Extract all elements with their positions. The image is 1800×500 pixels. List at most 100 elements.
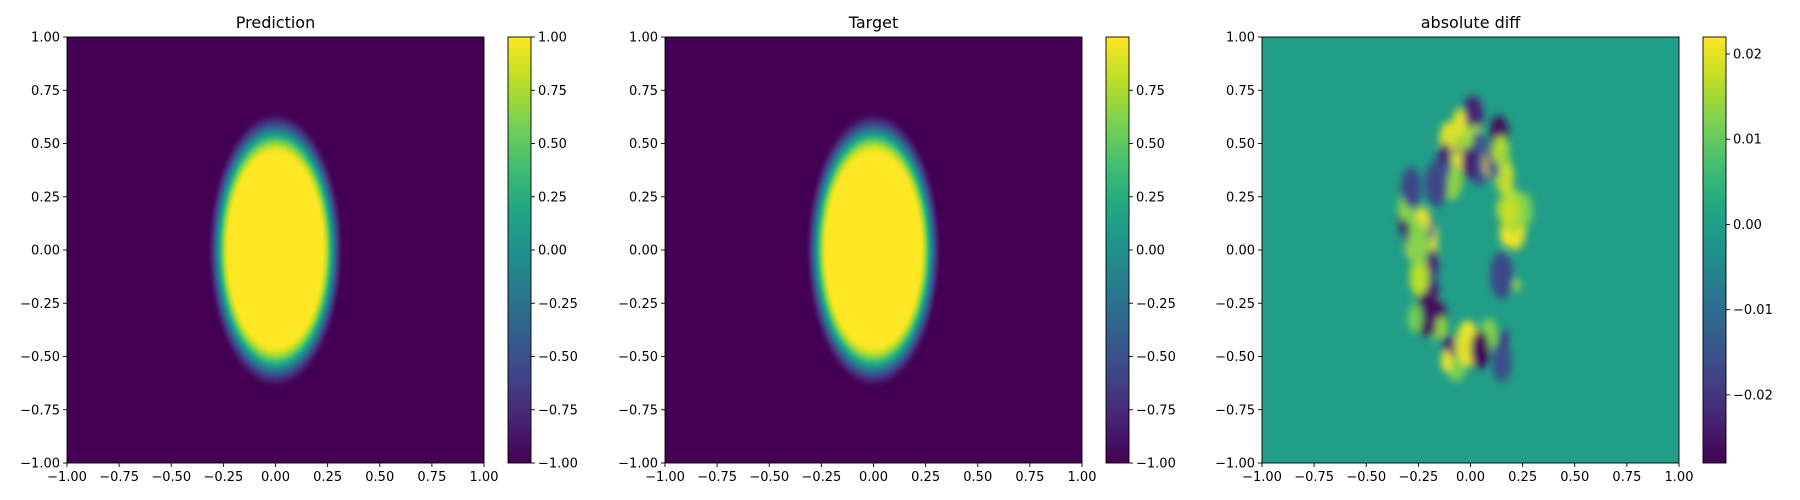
colorbar-tick-label: 0.75 <box>538 84 567 99</box>
colorbar-tick-label: 0.00 <box>1136 244 1165 259</box>
x-tick-label: −1.00 <box>47 470 87 485</box>
y-tick-label: 0.00 <box>629 244 658 259</box>
residual-feature <box>1499 329 1509 348</box>
x-tick-label: 0.00 <box>1456 470 1485 485</box>
colorbar <box>507 36 532 464</box>
field-contour <box>228 154 323 346</box>
y-tick-label: −1.00 <box>20 457 60 472</box>
y-tick-label: 1.00 <box>31 31 60 46</box>
panel-3: absolute diff −1.00 −0.75 −0.50 −0.25 0.00 0.2… <box>1215 13 1773 485</box>
panel-title: Target <box>848 13 899 32</box>
y-tick-label: −0.50 <box>20 350 60 365</box>
colorbar-tick-label: −0.50 <box>1136 350 1176 365</box>
colorbar-tick-label: 0.00 <box>1733 218 1762 233</box>
colorbar-tick-label: −1.00 <box>1136 457 1176 472</box>
y-tick-label: −0.75 <box>618 403 658 418</box>
colorbar-tick-label: −0.75 <box>538 403 578 418</box>
x-tick-label: 0.25 <box>313 470 342 485</box>
y-tick-label: −0.25 <box>20 297 60 312</box>
x-tick-label: −0.50 <box>1346 470 1386 485</box>
colorbar-tick-label: 0.00 <box>538 244 567 259</box>
y-tick-label: −0.25 <box>618 297 658 312</box>
x-tick-label: 0.75 <box>417 470 446 485</box>
colorbar-tick-label: −0.25 <box>538 297 578 312</box>
x-tick-label: 0.75 <box>1612 470 1641 485</box>
x-tick-label: −1.00 <box>1242 470 1282 485</box>
x-tick-label: 0.50 <box>365 470 394 485</box>
x-tick-label: −0.25 <box>801 470 841 485</box>
x-tick-label: 1.00 <box>1068 470 1097 485</box>
residual-feature <box>1435 316 1447 339</box>
panel-2: Target −1.00 −0.75 −0.50 −0.25 0.00 0.25 0.50 0.… <box>618 13 1176 485</box>
residual-feature <box>1472 131 1486 159</box>
colorbar-tick-label: 0.02 <box>1733 48 1762 63</box>
y-tick-label: 0.25 <box>629 190 658 205</box>
residual-feature <box>1461 146 1478 180</box>
residual-feature <box>1490 161 1500 179</box>
panel-title: absolute diff <box>1421 13 1521 32</box>
residual-feature <box>1455 328 1472 362</box>
heatmap-image <box>67 37 484 463</box>
y-tick-label: 0.00 <box>31 244 60 259</box>
y-tick-label: −1.00 <box>1215 457 1255 472</box>
residual-feature <box>1439 142 1452 167</box>
x-tick-label: 0.25 <box>911 470 940 485</box>
colorbar-tick-label: −1.00 <box>538 457 578 472</box>
residual-feature <box>1452 108 1467 137</box>
residual-feature <box>1401 167 1422 209</box>
colorbar-tick-label: −0.02 <box>1733 388 1773 403</box>
residual-feature <box>1491 341 1512 382</box>
x-tick-label: 0.25 <box>1508 470 1537 485</box>
y-tick-label: 0.50 <box>629 137 658 152</box>
residual-feature <box>1490 251 1514 300</box>
x-tick-label: 1.00 <box>470 470 499 485</box>
x-tick-label: −0.25 <box>1398 470 1438 485</box>
x-tick-label: 0.00 <box>859 470 888 485</box>
y-tick-label: 0.75 <box>629 84 658 99</box>
colorbar-tick-label: 0.25 <box>1136 190 1165 205</box>
residual-feature <box>1513 277 1521 293</box>
y-tick-label: 0.00 <box>1226 244 1255 259</box>
y-tick-label: −0.75 <box>20 403 60 418</box>
y-tick-label: −0.75 <box>1215 403 1255 418</box>
x-tick-label: 0.00 <box>261 470 290 485</box>
colorbar-tick-label: −0.75 <box>1136 403 1176 418</box>
colorbar-tick-label: 0.01 <box>1733 133 1762 148</box>
y-tick-label: 0.50 <box>1226 137 1255 152</box>
y-tick-label: −0.25 <box>1215 297 1255 312</box>
x-tick-label: −0.75 <box>99 470 139 485</box>
y-tick-label: 0.50 <box>31 137 60 152</box>
y-tick-label: 0.25 <box>1226 190 1255 205</box>
x-tick-label: −0.75 <box>697 470 737 485</box>
colorbar-tick-label: −0.01 <box>1733 303 1773 318</box>
y-tick-label: 1.00 <box>629 31 658 46</box>
y-tick-label: 0.25 <box>31 190 60 205</box>
colorbar-tick-label: −0.50 <box>538 350 578 365</box>
x-tick-label: −0.50 <box>151 470 191 485</box>
y-tick-label: 0.75 <box>31 84 60 99</box>
panel-title: Prediction <box>236 13 315 32</box>
colorbar-tick-label: 0.50 <box>538 137 567 152</box>
residual-feature <box>1499 149 1507 164</box>
x-tick-label: −0.25 <box>203 470 243 485</box>
residual-feature <box>1409 257 1429 297</box>
y-tick-label: −0.50 <box>618 350 658 365</box>
colorbar-tick-label: 0.25 <box>538 190 567 205</box>
x-tick-label: −0.75 <box>1294 470 1334 485</box>
x-tick-label: 0.50 <box>963 470 992 485</box>
colorbar-tick-label: −0.25 <box>1136 297 1176 312</box>
x-tick-label: −1.00 <box>645 470 685 485</box>
residual-feature <box>1501 196 1518 228</box>
x-tick-label: 0.50 <box>1560 470 1589 485</box>
x-tick-label: 1.00 <box>1665 470 1694 485</box>
colorbar-tick-label: 1.00 <box>538 31 567 46</box>
heatmap-image <box>1262 37 1679 463</box>
x-tick-label: −0.50 <box>749 470 789 485</box>
residual-feature <box>1470 330 1490 369</box>
residual-feature <box>1407 303 1423 334</box>
x-tick-label: 0.75 <box>1015 470 1044 485</box>
residual-feature <box>1409 221 1421 244</box>
panel-1: Prediction −1.00 −0.75 −0.50 −0.25 0.00 0.25 0.… <box>20 13 578 485</box>
y-tick-label: −1.00 <box>618 457 658 472</box>
